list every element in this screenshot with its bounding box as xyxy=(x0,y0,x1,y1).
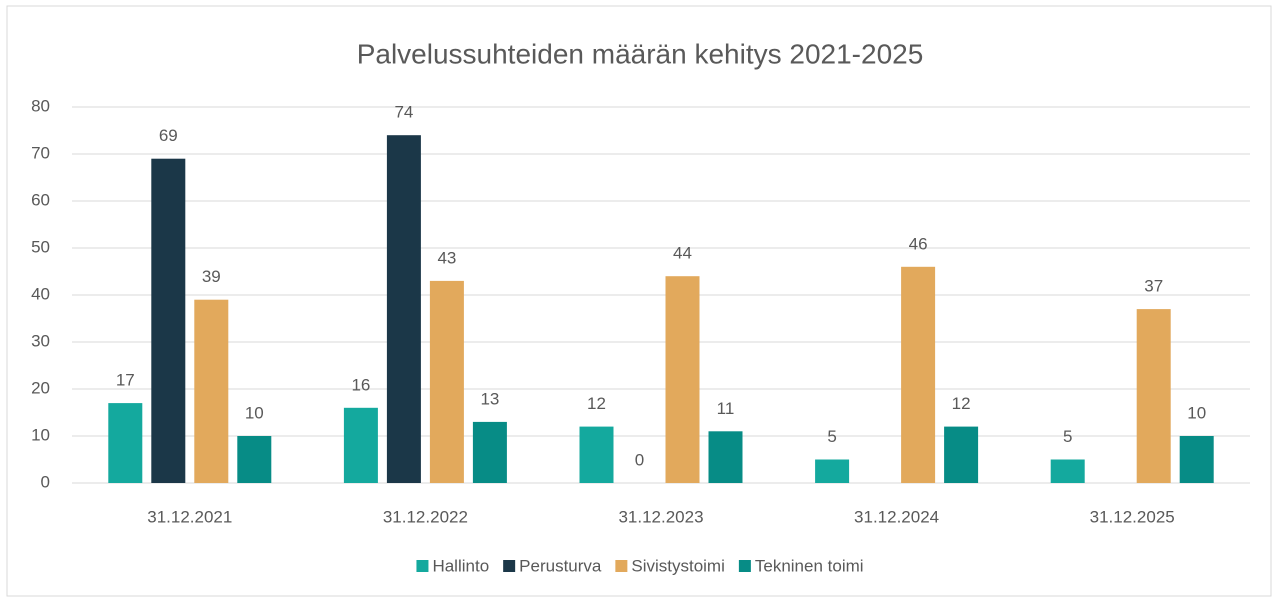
bar xyxy=(944,426,979,483)
bar xyxy=(901,266,936,483)
value-label: 39 xyxy=(202,267,221,286)
y-tick-label: 80 xyxy=(31,96,50,115)
bar xyxy=(108,403,143,483)
value-label: 44 xyxy=(673,244,692,263)
value-label: 12 xyxy=(587,394,606,413)
legend-swatch xyxy=(503,560,516,572)
value-label: 37 xyxy=(1144,277,1163,296)
x-tick-label: 31.12.2023 xyxy=(618,507,703,526)
value-label: 16 xyxy=(351,375,370,394)
legend-label: Hallinto xyxy=(432,556,489,575)
value-label: 10 xyxy=(245,403,264,422)
bar xyxy=(708,431,743,483)
x-tick-label: 31.12.2024 xyxy=(854,507,939,526)
x-tick-label: 31.12.2021 xyxy=(147,507,232,526)
bar xyxy=(579,426,614,483)
y-tick-label: 30 xyxy=(31,331,50,350)
legend-label: Tekninen toimi xyxy=(755,556,864,575)
legend-label: Perusturva xyxy=(519,556,602,575)
bar xyxy=(429,280,464,483)
y-tick-label: 60 xyxy=(31,190,50,209)
legend-label: Sivistystoimi xyxy=(631,556,725,575)
value-label: 46 xyxy=(909,234,928,253)
y-tick-label: 50 xyxy=(31,237,50,256)
value-label: 10 xyxy=(1187,403,1206,422)
bar xyxy=(1136,309,1171,483)
x-tick-label: 31.12.2022 xyxy=(383,507,468,526)
legend-swatch xyxy=(615,560,628,572)
bar xyxy=(151,158,186,483)
x-tick-label: 31.12.2025 xyxy=(1090,507,1175,526)
y-tick-label: 0 xyxy=(41,472,50,491)
value-label: 74 xyxy=(394,103,413,122)
bar xyxy=(665,276,700,483)
bar xyxy=(386,135,421,483)
value-label: 12 xyxy=(952,394,971,413)
value-label: 11 xyxy=(717,399,735,418)
bar xyxy=(472,421,507,483)
legend-swatch xyxy=(416,560,429,572)
value-label: 13 xyxy=(480,389,499,408)
value-label: 43 xyxy=(437,248,456,267)
y-tick-label: 20 xyxy=(31,378,50,397)
value-label: 17 xyxy=(116,371,135,390)
value-label: 5 xyxy=(827,427,836,446)
legend-swatch xyxy=(738,560,751,572)
value-label: 5 xyxy=(1063,427,1072,446)
y-tick-label: 70 xyxy=(31,143,50,162)
value-label: 69 xyxy=(159,126,178,145)
bar xyxy=(815,459,850,483)
bar xyxy=(194,299,229,483)
bar xyxy=(1179,436,1214,483)
bar xyxy=(237,436,272,483)
chart-title: Palvelussuhteiden määrän kehitys 2021-20… xyxy=(357,38,924,69)
bar xyxy=(343,407,378,483)
y-tick-label: 10 xyxy=(31,425,50,444)
value-label: 0 xyxy=(635,450,644,469)
bar xyxy=(1050,459,1085,483)
y-tick-label: 40 xyxy=(31,284,50,303)
